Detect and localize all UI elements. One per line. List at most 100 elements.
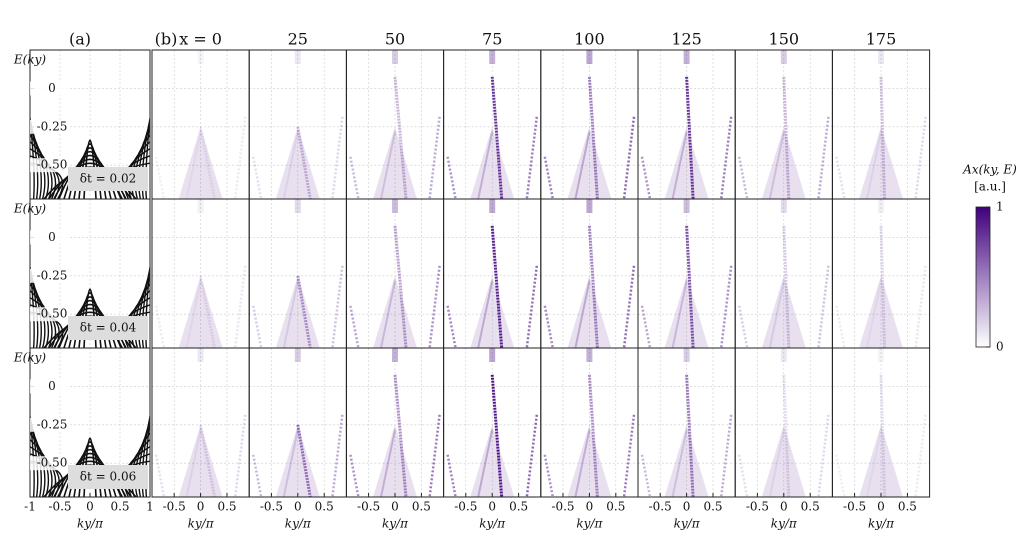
cone-edge	[866, 131, 882, 199]
x-axis-label: ky/π	[576, 517, 603, 531]
band	[30, 304, 60, 348]
top-state	[392, 50, 398, 64]
top-state	[489, 199, 496, 213]
panel	[637, 49, 736, 200]
top-state	[197, 348, 204, 362]
y-tick-label: -0.25	[37, 417, 68, 431]
edge-state	[817, 116, 830, 199]
panel-content	[443, 199, 541, 348]
band	[138, 120, 150, 199]
label-bg	[30, 456, 70, 471]
x-tick-label: 0.5	[110, 500, 129, 514]
cone-edge	[879, 76, 886, 199]
y-axis-label: E(ky)	[13, 202, 46, 216]
x-tick-label: 0.5	[412, 500, 431, 514]
panel-content	[735, 199, 833, 348]
edge-state	[622, 116, 636, 199]
label-bg	[30, 230, 70, 245]
edge-state	[446, 305, 457, 348]
edge-state	[349, 454, 360, 497]
cone-edge	[671, 280, 688, 348]
cone-edge	[490, 374, 504, 497]
x-tick-label: 0.5	[606, 500, 625, 514]
cone-edge	[685, 76, 695, 199]
panel	[734, 198, 833, 349]
cone-edge	[768, 429, 785, 497]
cone-edge	[477, 280, 494, 348]
x-tick-label: -0.5	[260, 500, 283, 514]
cone-edge	[296, 424, 312, 497]
row-label-bg	[68, 167, 148, 191]
cone	[664, 126, 709, 199]
cone-edge	[393, 374, 408, 497]
edge-state	[914, 265, 927, 348]
y-tick-label: -0.50	[37, 158, 68, 172]
cone-edge	[185, 429, 202, 497]
top-state	[878, 199, 884, 213]
cone-edge	[574, 280, 591, 348]
edge-state	[428, 414, 441, 497]
panel-content	[346, 348, 444, 497]
cone-edge	[380, 280, 396, 348]
x-axis-label: ky/π	[285, 517, 312, 531]
edge-state	[640, 156, 652, 199]
x-tick-label: 0	[780, 500, 788, 514]
panel	[831, 347, 931, 498]
panel-content	[152, 199, 250, 348]
cone	[373, 424, 417, 497]
panel	[831, 198, 931, 349]
panel	[151, 198, 250, 349]
cone-edge	[393, 225, 408, 348]
column-title: 75	[482, 30, 502, 49]
x-axis-label: ky/π	[77, 517, 104, 531]
cone	[859, 126, 903, 199]
top-state	[489, 50, 496, 64]
panel	[540, 198, 639, 349]
panel	[151, 49, 250, 200]
top-state	[586, 50, 593, 64]
edge-state	[349, 156, 360, 199]
x-axis-label: ky/π	[382, 517, 409, 531]
cone-edge	[490, 76, 504, 199]
label-bg	[30, 81, 70, 96]
edge-state	[835, 305, 846, 348]
cone-edge	[879, 225, 886, 348]
panel	[637, 347, 736, 498]
panel	[734, 49, 833, 200]
edge-state	[914, 414, 927, 497]
cone-edge	[685, 225, 695, 348]
top-state	[489, 348, 496, 362]
x-axis-label: ky/π	[674, 517, 701, 531]
colorbar	[975, 206, 991, 348]
cone	[859, 424, 903, 497]
cone	[664, 275, 709, 348]
row-label-bg	[68, 465, 148, 489]
y-axis-label: E(ky)	[13, 53, 46, 67]
panel-content	[638, 199, 736, 348]
y-tick-label: -0.50	[37, 307, 68, 321]
edge-state	[233, 414, 247, 497]
edge-state	[233, 116, 247, 199]
edge-state	[251, 454, 263, 497]
cone-edge	[768, 280, 785, 348]
cone-edge	[671, 131, 688, 199]
cone	[470, 275, 515, 348]
cone-edge	[685, 374, 695, 497]
cone	[373, 275, 417, 348]
row-label: δt = 0.04	[80, 321, 137, 335]
band	[145, 410, 150, 497]
panel	[151, 347, 250, 498]
top-state	[780, 348, 787, 362]
panel-content	[638, 50, 736, 199]
row-label: δt = 0.02	[80, 172, 136, 186]
x-tick-label: 0	[294, 500, 302, 514]
panel-content	[152, 50, 250, 199]
x-tick-label: 0	[391, 500, 399, 514]
edge-state	[543, 305, 555, 348]
edge-state	[817, 265, 830, 348]
band	[30, 155, 60, 199]
panel	[248, 347, 347, 498]
cone-edge	[477, 429, 494, 497]
cone-edge	[282, 280, 299, 348]
label-bg	[30, 268, 70, 283]
